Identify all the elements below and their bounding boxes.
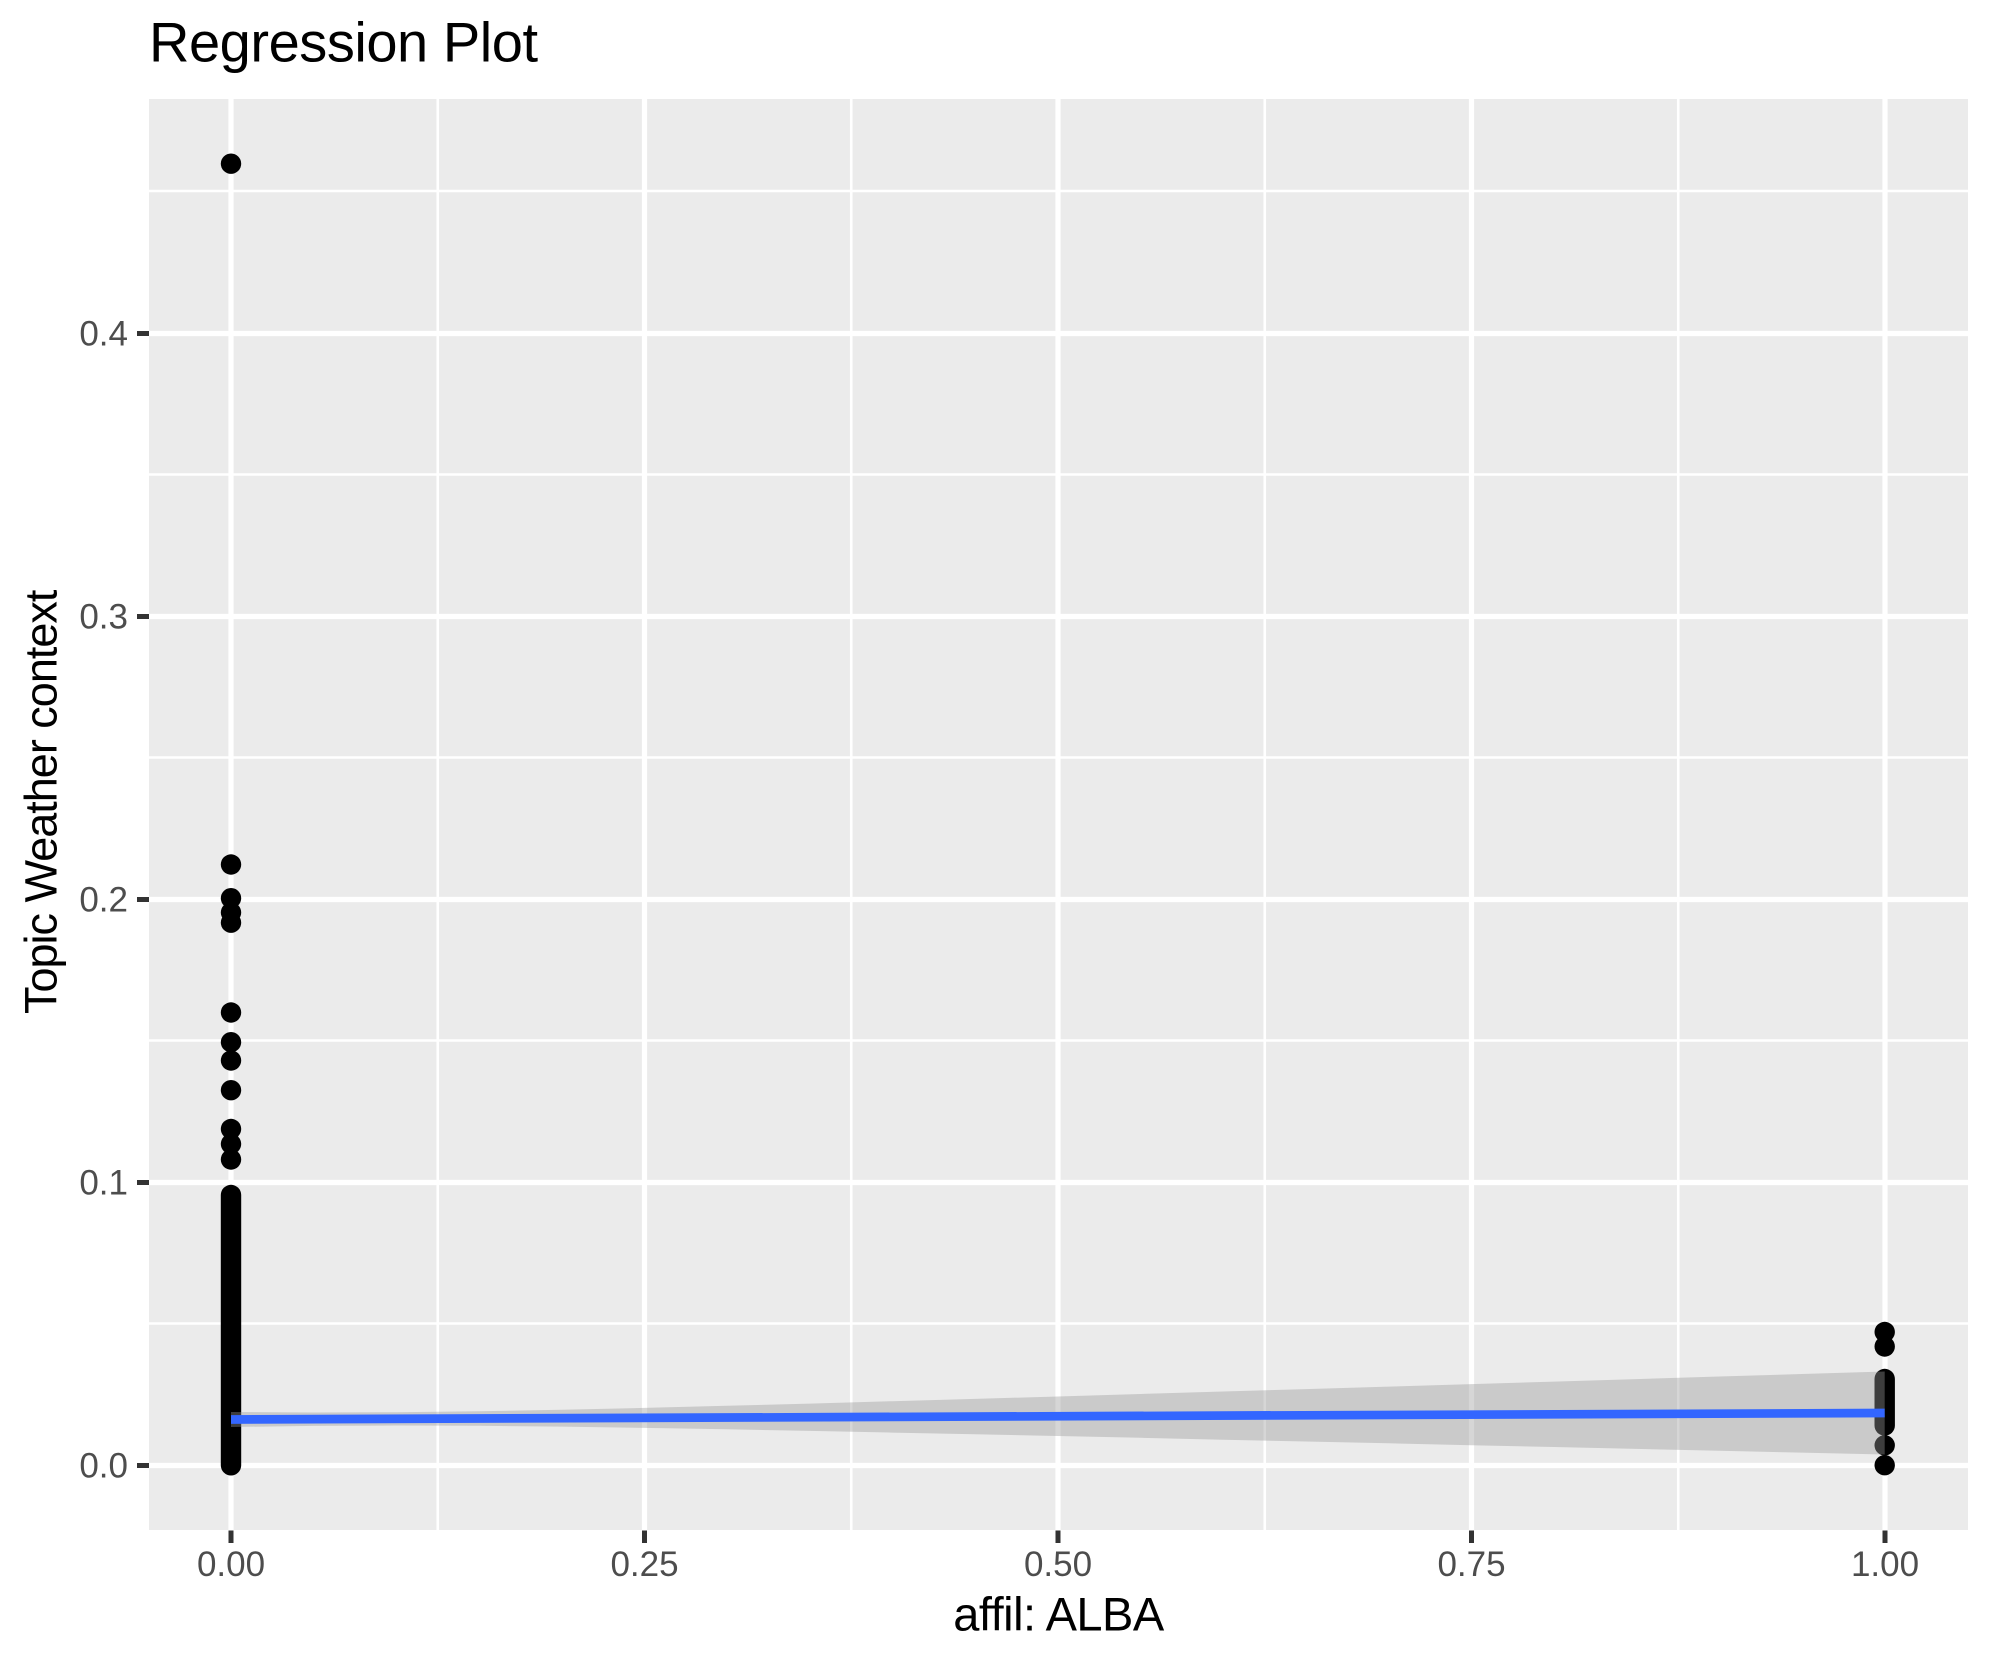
svg-text:0.25: 0.25 <box>610 1545 678 1584</box>
svg-text:0.2: 0.2 <box>79 881 128 920</box>
svg-text:1.00: 1.00 <box>1851 1545 1919 1584</box>
svg-text:0.3: 0.3 <box>79 598 128 637</box>
svg-text:affil: ALBA: affil: ALBA <box>953 1588 1165 1641</box>
svg-text:Topic Weather context: Topic Weather context <box>15 589 66 1014</box>
svg-text:Regression Plot: Regression Plot <box>149 11 538 74</box>
svg-text:0.0: 0.0 <box>79 1447 128 1486</box>
svg-text:0.1: 0.1 <box>79 1164 128 1203</box>
svg-text:0.50: 0.50 <box>1024 1545 1092 1584</box>
svg-text:0.75: 0.75 <box>1437 1545 1505 1584</box>
svg-text:0.4: 0.4 <box>79 315 128 354</box>
svg-text:0.00: 0.00 <box>197 1545 265 1584</box>
